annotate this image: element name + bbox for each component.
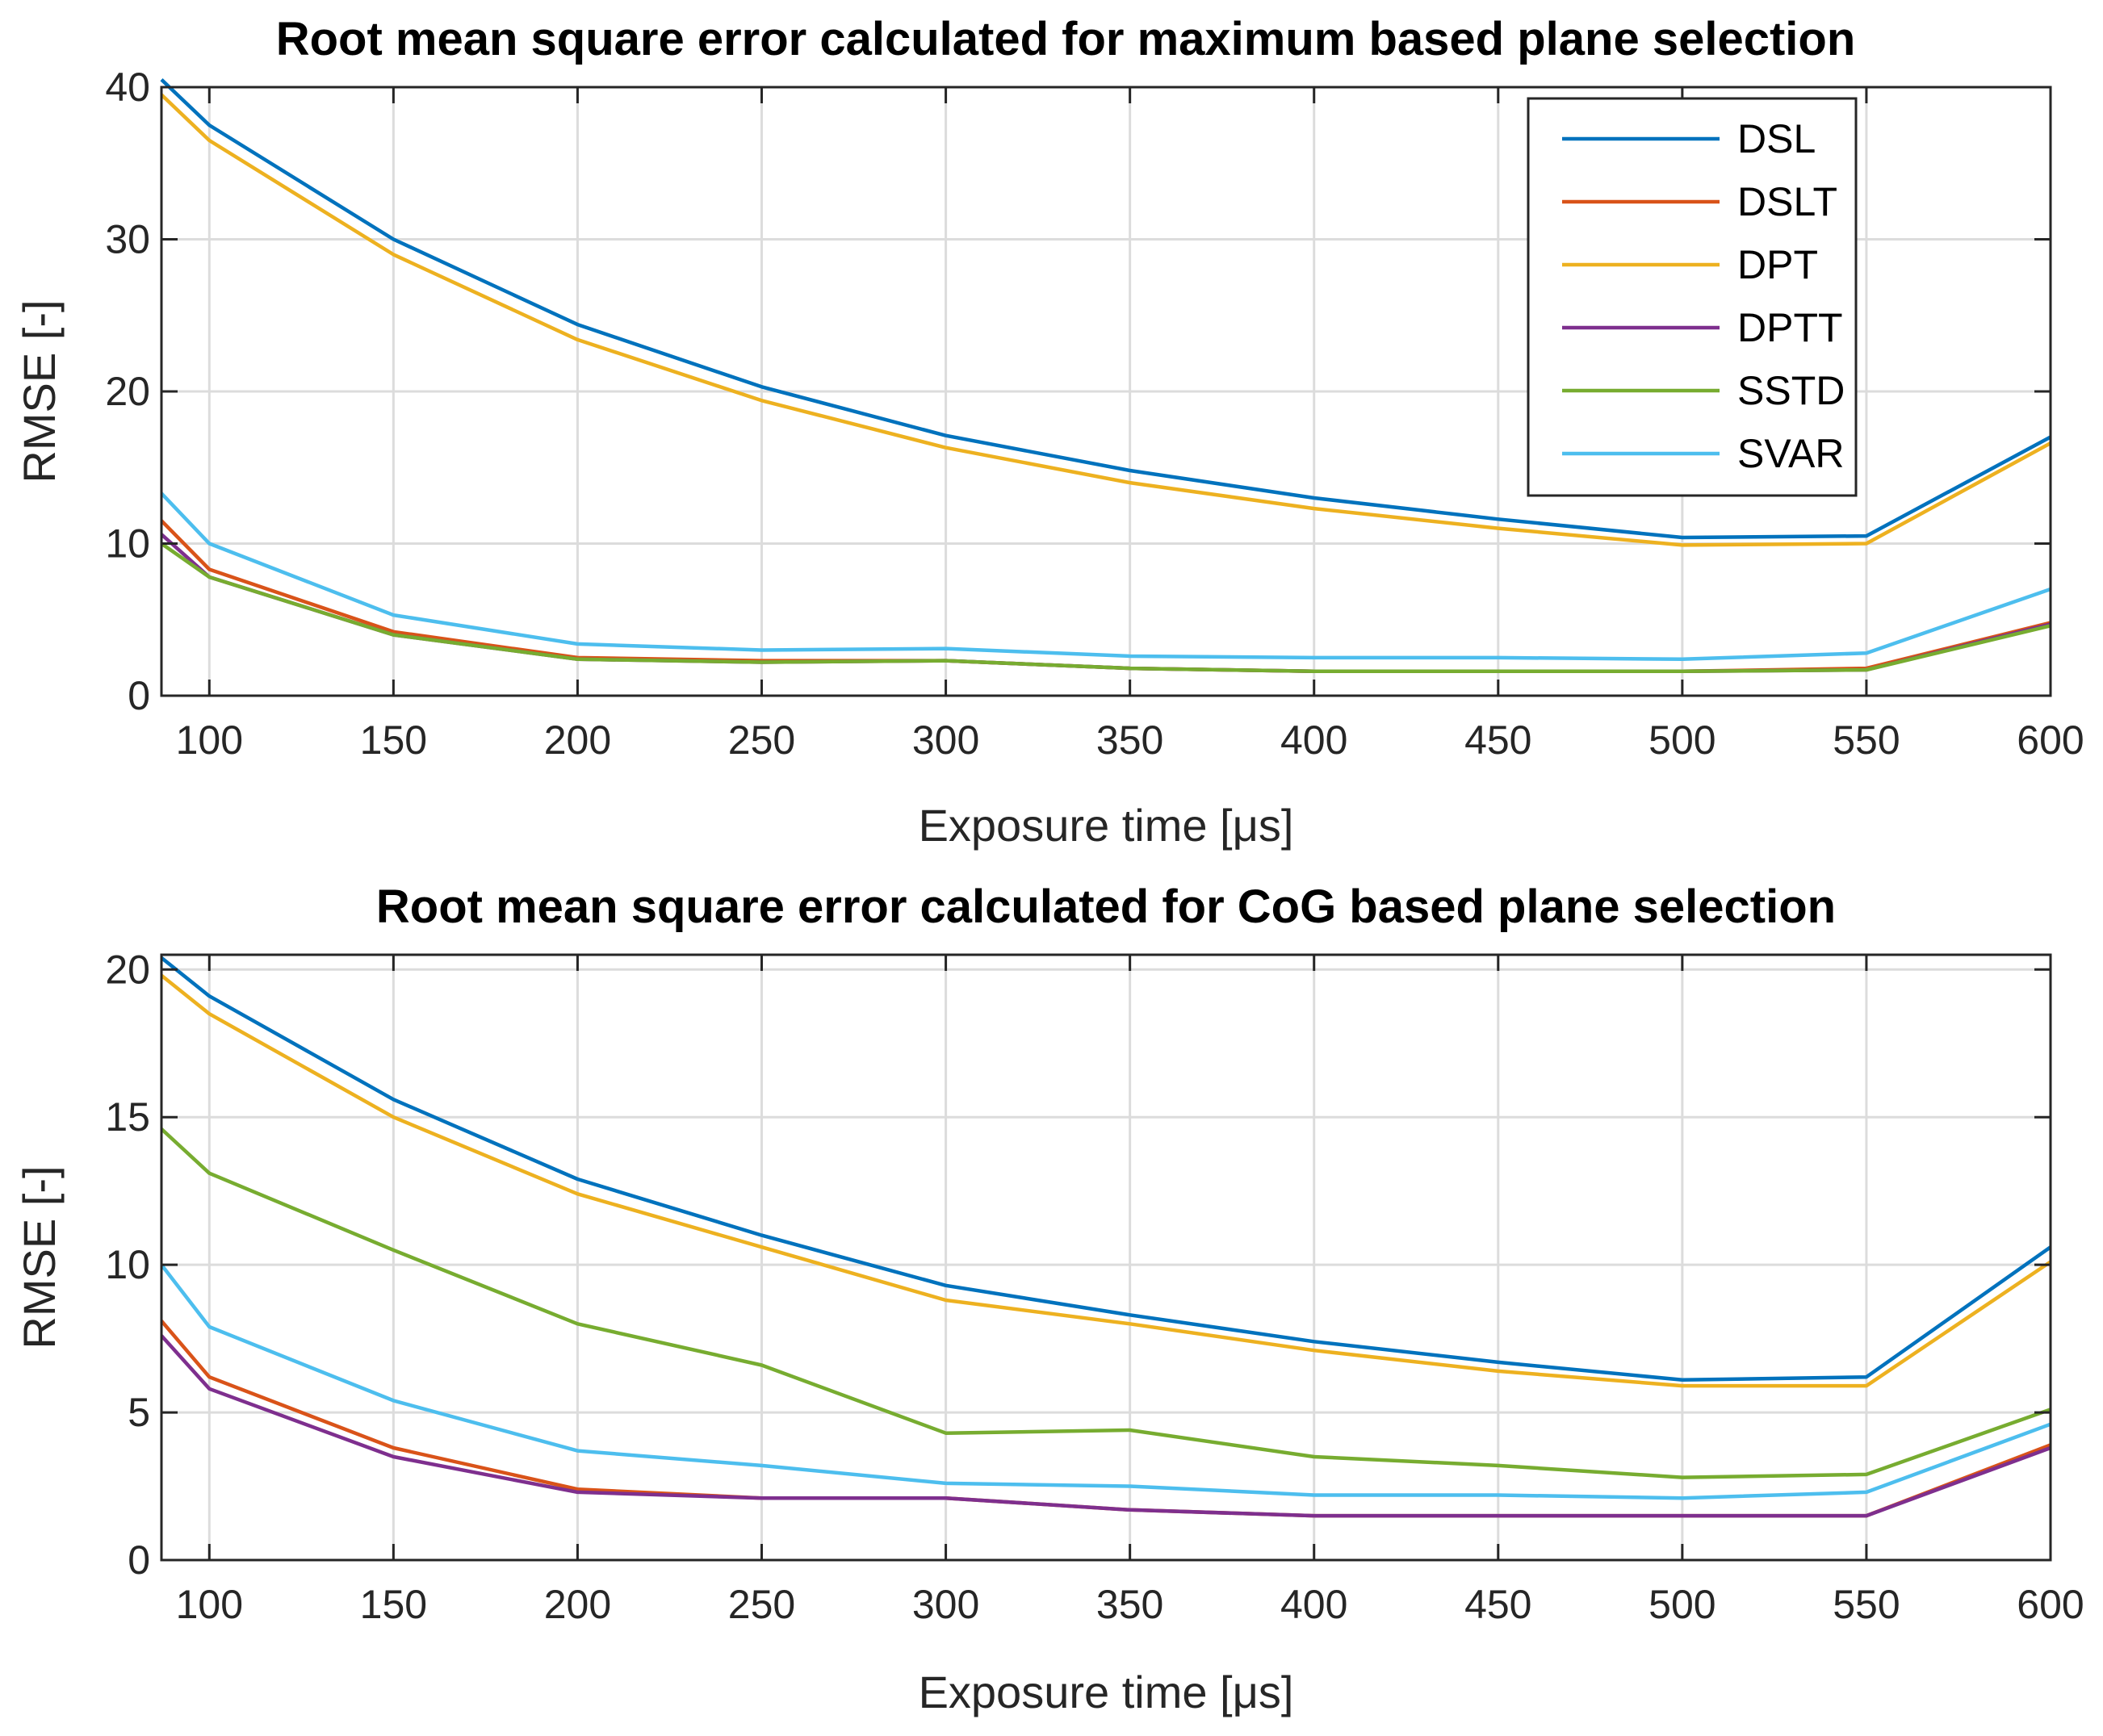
series-line-dptt [160,1334,2051,1518]
legend-item-svar: SVAR [1562,431,1844,476]
y-ticks: 0 10 20 30 40 [105,65,2051,718]
x-tick-label: 300 [912,717,979,763]
legend: DSL DSLT DPT DPTT SSTD SVAR [1527,97,1858,497]
x-tick-label: 100 [176,717,243,763]
chart-title: Root mean square error calculated for Co… [376,881,1836,933]
legend-label: SVAR [1737,431,1844,476]
series-group [160,956,2052,1518]
series-line-dpt [160,93,2052,547]
series-line-sstd [160,542,2051,674]
x-axis-label: Exposure time [μs] [919,1667,1294,1717]
series-line-svar [160,1263,2051,1500]
legend-item-dptt: DPTT [1562,305,1843,350]
series-line-sstd [160,1127,2051,1479]
x-tick-label: 400 [1280,717,1347,763]
x-axis-label: Exposure time [μs] [919,800,1294,851]
y-tick-label: 30 [105,217,150,262]
series-line-dpt [160,973,2052,1388]
x-tick-label: 500 [1648,1582,1715,1627]
legend-item-dslt: DSLT [1562,179,1837,224]
x-tick-label: 450 [1464,717,1531,763]
x-tick-label: 100 [176,1582,243,1627]
y-tick-label: 40 [105,65,150,110]
x-tick-label: 150 [360,717,427,763]
y-tick-label: 0 [128,673,150,718]
y-tick-label: 10 [105,1242,150,1287]
legend-label: SSTD [1737,368,1845,413]
legend-label: DSL [1737,116,1816,161]
x-tick-label: 400 [1280,1582,1347,1627]
x-tick-label: 300 [912,1582,979,1627]
chart-max-plane-selection: Root mean square error calculated for ma… [14,13,2084,851]
series-line-svar [160,492,2051,662]
y-tick-label: 20 [105,369,150,414]
x-tick-label: 200 [544,1582,611,1627]
x-tick-label: 350 [1096,1582,1163,1627]
legend-label: DSLT [1737,179,1837,224]
x-tick-label: 250 [728,1582,795,1627]
legend-label: DPT [1737,242,1818,287]
x-tick-label: 550 [1833,717,1900,763]
x-tick-label: 250 [728,717,795,763]
legend-item-dpt: DPT [1562,242,1818,287]
y-tick-label: 10 [105,521,150,567]
legend-label: DPTT [1737,305,1843,350]
y-tick-label: 5 [128,1390,150,1435]
x-tick-label: 350 [1096,717,1163,763]
legend-box [1527,97,1858,497]
legend-items: DSL DSLT DPT DPTT SSTD SVAR [1562,116,1845,476]
x-tick-label: 450 [1464,1582,1531,1627]
x-tick-label: 600 [2017,1582,2084,1627]
x-ticks: 100 150 200 250 300 350 400 450 500 550 600 [176,955,2084,1627]
x-tick-label: 600 [2017,717,2084,763]
x-tick-label: 200 [544,717,611,763]
x-tick-label: 550 [1833,1582,1900,1627]
y-axis-label: RMSE [-] [14,1165,65,1349]
x-tick-label: 150 [360,1582,427,1627]
y-axis-label: RMSE [-] [14,299,65,483]
series-group [160,77,2052,674]
y-tick-label: 20 [105,947,150,992]
legend-item-dsl: DSL [1562,116,1816,161]
y-tick-label: 0 [128,1537,150,1583]
y-ticks: 0 5 10 15 20 [105,947,2051,1583]
x-ticks: 100 150 200 250 300 350 400 450 500 550 600 [176,87,2084,763]
y-tick-label: 15 [105,1094,150,1140]
series-line-dsl [160,77,2052,540]
series-line-dsl [160,956,2052,1383]
chart-title: Root mean square error calculated for ma… [276,13,1856,65]
axes-box [160,953,2052,1562]
x-tick-label: 500 [1648,717,1715,763]
legend-item-sstd: SSTD [1562,368,1845,413]
chart-cog-plane-selection: Root mean square error calculated for Co… [14,881,2084,1717]
